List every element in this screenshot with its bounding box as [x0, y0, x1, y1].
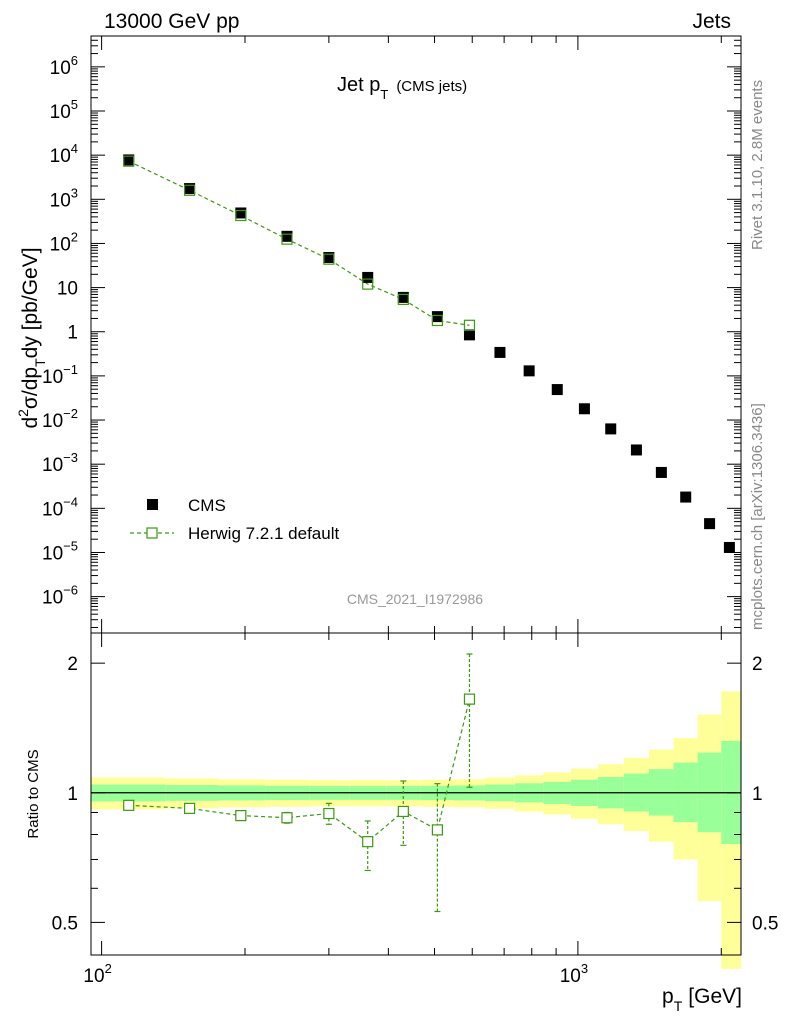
plot-title: Jet pT (CMS jets) — [337, 74, 467, 102]
ratio-herwig-point — [397, 805, 409, 818]
cms-point — [323, 252, 335, 264]
ratio-y-tick-label-right: 0.5 — [752, 913, 778, 934]
main-series — [123, 154, 735, 553]
y-tick-label: 10−3 — [42, 450, 78, 476]
ratio-herwig-point — [281, 812, 293, 824]
ratio-herwig-point — [235, 810, 247, 822]
y-tick-label: 10−1 — [42, 362, 78, 388]
herwig-point — [362, 278, 374, 290]
cms-point — [397, 291, 409, 303]
legend-herwig-marker — [146, 527, 158, 539]
ratio-y-axis-label: Ratio to CMS — [25, 749, 42, 838]
ratio-panel-frame — [90, 632, 742, 956]
y-tick-label: 10−5 — [42, 538, 78, 564]
cms-point — [655, 466, 667, 478]
ratio-herwig-point — [431, 824, 444, 836]
legend-herwig-label: Herwig 7.2.1 default — [188, 524, 339, 543]
cms-point — [704, 518, 716, 530]
herwig-point — [183, 184, 196, 196]
legend-cms-label: CMS — [188, 496, 226, 515]
x-axis-label: pT [GeV] — [662, 985, 742, 1014]
ratio-y-tick-label: 0.5 — [52, 913, 78, 934]
cms-point — [680, 491, 692, 503]
y-tick-label: 10 — [57, 279, 78, 300]
herwig-point — [397, 293, 409, 306]
ratio-herwig-line — [128, 698, 471, 843]
cms-point — [281, 230, 293, 242]
cms-point — [463, 329, 475, 341]
mcplots-label: mcplots.cern.ch [arXiv:1306.3436] — [749, 403, 766, 630]
legend: CMS Herwig 7.2.1 default — [130, 496, 339, 543]
cms-point — [605, 423, 617, 435]
herwig-point — [123, 155, 135, 167]
ratio-y-tick-label: 1 — [67, 784, 78, 805]
y-tick-label: 102 — [50, 229, 78, 255]
cms-point — [362, 271, 374, 283]
ratio-y-tick-label: 2 — [67, 654, 78, 675]
ratio-herwig-point — [323, 807, 335, 820]
ratio-y-tick-label-right: 1 — [752, 784, 763, 805]
cms-point — [184, 183, 196, 195]
y-tick-label: 10−2 — [42, 406, 78, 432]
ratio-y-tick-label-right: 2 — [752, 654, 763, 675]
cms-point — [578, 403, 590, 415]
ratio-herwig-point — [362, 836, 374, 848]
y-tick-label: 105 — [50, 97, 78, 123]
herwig-point — [235, 209, 247, 222]
herwig-point — [463, 319, 476, 331]
rivet-label: Rivet 3.1.10, 2.8M events — [749, 80, 766, 250]
y-tick-label: 103 — [50, 185, 78, 211]
y-tick-label: 1 — [67, 323, 78, 344]
x-tick-label: 103 — [560, 961, 588, 987]
axis-ticks: 10610510410310210110−110−210−310−410−510… — [42, 35, 778, 987]
cms-point — [431, 311, 443, 323]
ratio-herwig-point — [123, 799, 135, 811]
y-axis-label: d2σ/dpTdy [pb/GeV] — [15, 247, 48, 428]
y-tick-label: 10−4 — [42, 494, 78, 520]
legend-cms-marker — [147, 499, 158, 510]
herwig-line — [128, 160, 470, 326]
ratio-series — [123, 653, 476, 913]
cms-point — [494, 346, 506, 358]
cms-point — [523, 365, 535, 377]
cms-point — [123, 154, 135, 166]
herwig-point — [323, 253, 335, 265]
herwig-point — [431, 314, 444, 327]
herwig-point — [281, 233, 293, 245]
y-tick-label: 104 — [50, 141, 78, 167]
main-panel-frame — [90, 35, 742, 634]
cms-point — [551, 384, 563, 396]
y-tick-label: 10−6 — [42, 583, 78, 609]
header-right: Jets — [692, 10, 731, 33]
cms-point — [723, 541, 735, 553]
cms-point — [235, 207, 247, 219]
cms-point — [630, 444, 642, 456]
ratio-herwig-point — [463, 693, 476, 705]
analysis-watermark: CMS_2021_I1972986 — [347, 591, 483, 607]
ratio-herwig-point — [183, 802, 196, 814]
header-left: 13000 GeV pp — [104, 10, 239, 33]
x-tick-label: 102 — [83, 961, 111, 987]
ratio-uncertainty-bands — [91, 691, 741, 969]
y-tick-label: 106 — [50, 53, 78, 79]
